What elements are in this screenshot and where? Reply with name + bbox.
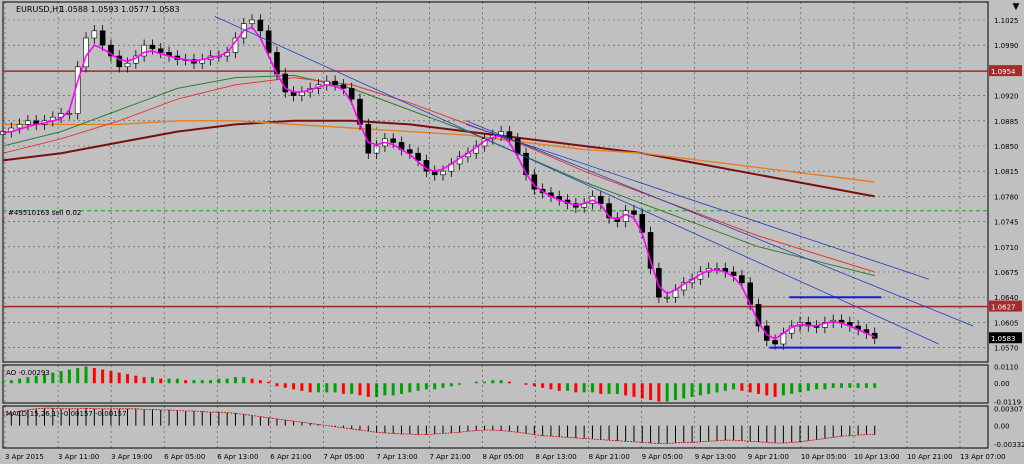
candle-body <box>730 271 737 276</box>
green-moving-average <box>2 74 875 277</box>
candle-body <box>631 210 637 215</box>
price-tick-label: 1.0850 <box>994 143 1019 151</box>
price-tick-label: 1.0780 <box>994 193 1019 201</box>
candle-body <box>257 19 264 32</box>
candle-body <box>108 44 114 57</box>
candle-body <box>656 268 662 298</box>
price-tick-label: 1.0885 <box>994 118 1019 126</box>
macd-indicator-label: MACD(15,26,1) -0.00157 -0.00157 <box>6 410 127 418</box>
ao-tick-label: -0.0119 <box>994 398 1021 406</box>
ohlc-label: 1.0588 1.0593 1.0577 1.0583 <box>60 5 180 14</box>
time-tick-label: 13 Apr 07:00 <box>960 453 1006 461</box>
price-tick-label: 1.0640 <box>994 294 1019 302</box>
ao-tick-label: 0.0110 <box>994 364 1019 372</box>
time-tick-label: 9 Apr 05:00 <box>642 453 683 461</box>
price-tag-lower-bg <box>989 300 1022 312</box>
ao-panel: 0.0110 0.00 -0.0119 <box>1 364 1021 406</box>
candle-body <box>348 88 355 100</box>
ao-tick-label: 0.00 <box>994 380 1010 388</box>
time-tick-label: 6 Apr 21:00 <box>270 453 311 461</box>
time-tick-label: 7 Apr 05:00 <box>323 453 364 461</box>
time-tick-label: 7 Apr 21:00 <box>429 453 470 461</box>
candle-body <box>739 275 745 284</box>
time-tick-label: 3 Apr 11:00 <box>58 453 99 461</box>
price-tick-label: 1.0675 <box>994 269 1019 277</box>
candle-body <box>390 138 397 143</box>
darkred-moving-average <box>2 119 875 198</box>
trendline <box>214 16 939 345</box>
candle-body <box>141 44 147 57</box>
candle-body <box>116 55 123 68</box>
macd-signal-line <box>2 407 875 444</box>
time-tick-label: 8 Apr 13:00 <box>536 453 577 461</box>
sell-order-label: #49510163 sell 0.02 <box>8 209 81 217</box>
orange-moving-average <box>3 120 875 183</box>
candle-body <box>664 296 670 299</box>
candle-body <box>157 48 164 53</box>
time-tick-label: 8 Apr 05:00 <box>483 453 524 461</box>
macd-tick-label: 0.00 <box>994 423 1010 431</box>
time-tick-label: 10 Apr 05:00 <box>801 453 847 461</box>
time-tick-label: 3 Apr 2015 <box>5 453 44 461</box>
time-tick-label: 8 Apr 21:00 <box>589 453 630 461</box>
time-tick-label: 7 Apr 13:00 <box>376 453 417 461</box>
time-tick-label: 3 Apr 19:00 <box>111 453 152 461</box>
price-tag-upper-bg <box>989 65 1022 77</box>
price-tag-current: 1.0583 <box>991 335 1016 343</box>
time-axis: 3 Apr 2015 3 Apr 11:00 3 Apr 19:00 6 Apr 05… <box>4 2 1006 461</box>
time-tick-label: 9 Apr 13:00 <box>695 453 736 461</box>
candle-body <box>415 152 421 161</box>
time-tick-label: 6 Apr 05:00 <box>164 453 205 461</box>
price-tick-label: 1.0605 <box>994 319 1019 327</box>
macd-tick-label: 0.00307 <box>994 405 1023 413</box>
candle-body <box>99 30 106 46</box>
price-tag-current-bg <box>989 332 1022 344</box>
time-tick-label: 6 Apr 13:00 <box>217 453 258 461</box>
candle-body <box>66 113 73 115</box>
price-tick-label: 1.0710 <box>994 244 1019 252</box>
candle-body <box>606 203 612 219</box>
time-tick-label: 9 Apr 21:00 <box>748 453 789 461</box>
candle-body <box>407 149 413 154</box>
price-tick-label: 1.0920 <box>994 93 1019 101</box>
trendline <box>465 124 930 280</box>
price-tick-label: 1.0745 <box>994 219 1019 227</box>
candle-body <box>16 124 23 129</box>
price-tick-label: 1.0990 <box>994 42 1019 50</box>
candle-body <box>772 340 778 345</box>
macd-panel: 0.00307 0.00 -0.00332 <box>2 405 1024 449</box>
price-tag-upper: 1.0954 <box>991 68 1016 76</box>
candle-body <box>440 170 446 176</box>
panel-frame <box>2 1 989 363</box>
symbol-label: EURUSD,H1 <box>16 5 63 14</box>
candle-body <box>332 80 338 86</box>
candle-body <box>25 120 31 125</box>
candle-body <box>91 30 98 39</box>
price-tick-label: 1.0570 <box>994 345 1019 353</box>
ao-indicator-label: AO -0.00293 <box>6 369 50 377</box>
candle-body <box>340 84 347 89</box>
candle-body <box>597 196 604 204</box>
scroll-arrow-icon[interactable]: ▼ <box>1012 2 1020 12</box>
price-tick-label: 1.1025 <box>994 17 1019 25</box>
time-tick-label: 10 Apr 21:00 <box>907 453 953 461</box>
panel-frame <box>2 405 989 449</box>
main-price-panel: 1.1025 1.0990 1.0954 1.0920 1.0885 1.0850 1.08… <box>0 1 1022 363</box>
candle-body <box>124 62 131 68</box>
magenta-moving-average <box>2 26 876 340</box>
candle-body <box>249 19 255 24</box>
price-tick-label: 1.0815 <box>994 168 1019 176</box>
red-moving-average <box>2 77 875 273</box>
candle-body <box>149 44 156 50</box>
time-tick-label: 10 Apr 13:00 <box>854 453 900 461</box>
price-tag-lower: 1.0627 <box>991 304 1016 312</box>
trendline <box>465 120 974 327</box>
macd-tick-label: -0.00332 <box>994 441 1024 449</box>
